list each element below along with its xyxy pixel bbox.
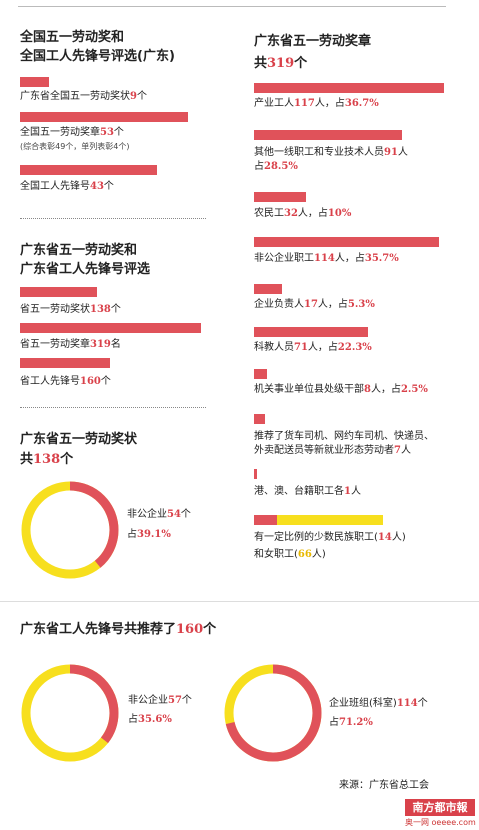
note-national-medal: (综合表彰49个，单列表彰4个) [20,142,130,151]
pioneer-nonpublic-label: 非公企业57个 [128,695,192,706]
bar-hk-macao-taiwan [254,469,257,479]
pioneer-team-percent: 占71.2% [329,717,373,728]
pioneer-team-label: 企业班组(科室)114个 [329,698,428,709]
label-new-employment-line2: 外卖配送员等新就业形态劳动者7人 [254,445,411,456]
medal-breakdown-total: 共319个 [254,56,308,71]
label-provincial-pioneer: 省工人先锋号160个 [20,376,111,387]
bar-national-medal [20,112,188,122]
label-county-officials: 机关事业单位县处级干部8人，占2.5% [254,384,428,395]
donut-share-arc [21,481,119,579]
bar-migrant-workers [254,192,306,202]
label-business-leaders: 企业负责人17人，占5.3% [254,299,375,310]
national-title-line1: 全国五一劳动奖和 [20,30,125,45]
bar-business-leaders [254,284,282,294]
label-provincial-medal: 省五一劳动奖章319名 [20,339,121,350]
bar-county-officials [254,369,267,379]
top-rule [18,6,446,7]
bar-new-employment [254,414,265,424]
bottom-section-rule [0,601,479,602]
bar-science-education [254,327,368,337]
bar-provincial-medal [20,323,201,333]
label-national-pioneer: 全国工人先锋号43个 [20,181,114,192]
label-industrial-workers: 产业工人117人，占36.7% [254,98,379,109]
label-new-employment-line1: 推荐了货车司机、网约车司机、快递员、 [254,431,434,442]
bar-provincial-award-certificate [20,287,97,297]
award-donut-chart [21,481,119,579]
donut-share-arc [21,664,119,762]
award-donut-percent: 占39.1% [127,529,171,540]
label-non-public-employees: 非公企业职工114人，占35.7% [254,253,399,264]
provincial-title-line2: 广东省工人先锋号评选 [20,262,151,277]
bar-ethnic-minority [254,515,277,525]
pioneer-title: 广东省工人先锋号共推荐了160个 [20,622,217,637]
bar-frontline-technical [254,130,402,140]
label-frontline-technical-pct: 占28.5% [254,161,298,172]
bar-non-public-employees [254,237,439,247]
award-donut-label: 非公企业54个 [127,509,191,520]
bar-industrial-workers [254,83,444,93]
label-national-medal: 全国五一劳动奖章53个 [20,127,124,138]
label-women: 和女职工(66人) [254,549,326,560]
label-migrant-workers: 农民工32人，占10% [254,208,352,219]
label-provincial-award-certificate: 省五一劳动奖状138个 [20,304,121,315]
source-note: 来源：广东省总工会 [339,780,429,791]
bar-national-pioneer [20,165,157,175]
label-national-award-certificate: 广东省全国五一劳动奖状9个 [20,91,147,102]
bar-national-award-certificate [20,77,49,87]
donut-share-arc [224,664,322,762]
award-donut-title: 广东省五一劳动奖状 [20,432,138,447]
pioneer-nonpublic-donut [21,664,119,762]
divider-left-1 [20,218,206,219]
bar-provincial-pioneer [20,358,110,368]
divider-left-2 [20,407,206,408]
award-donut-total: 共138个 [20,452,74,467]
label-science-education: 科教人员71人，占22.3% [254,342,372,353]
provincial-title-line1: 广东省五一劳动奖和 [20,243,138,258]
pioneer-nonpublic-percent: 占35.6% [128,714,172,725]
label-frontline-technical: 其他一线职工和专业技术人员91人 [254,147,408,158]
bar-women [277,515,383,525]
national-title-line2: 全国工人先锋号评选(广东) [20,49,175,64]
newspaper-logo: 南方都市報 [405,799,475,816]
label-hk-macao-taiwan: 港、澳、台籍职工各1人 [254,486,361,497]
website-logo: 奥一网 oeeee.com [405,818,476,827]
pioneer-team-donut [224,664,322,762]
label-minority: 有一定比例的少数民族职工(14人) [254,532,406,543]
medal-breakdown-title: 广东省五一劳动奖章 [254,34,372,49]
